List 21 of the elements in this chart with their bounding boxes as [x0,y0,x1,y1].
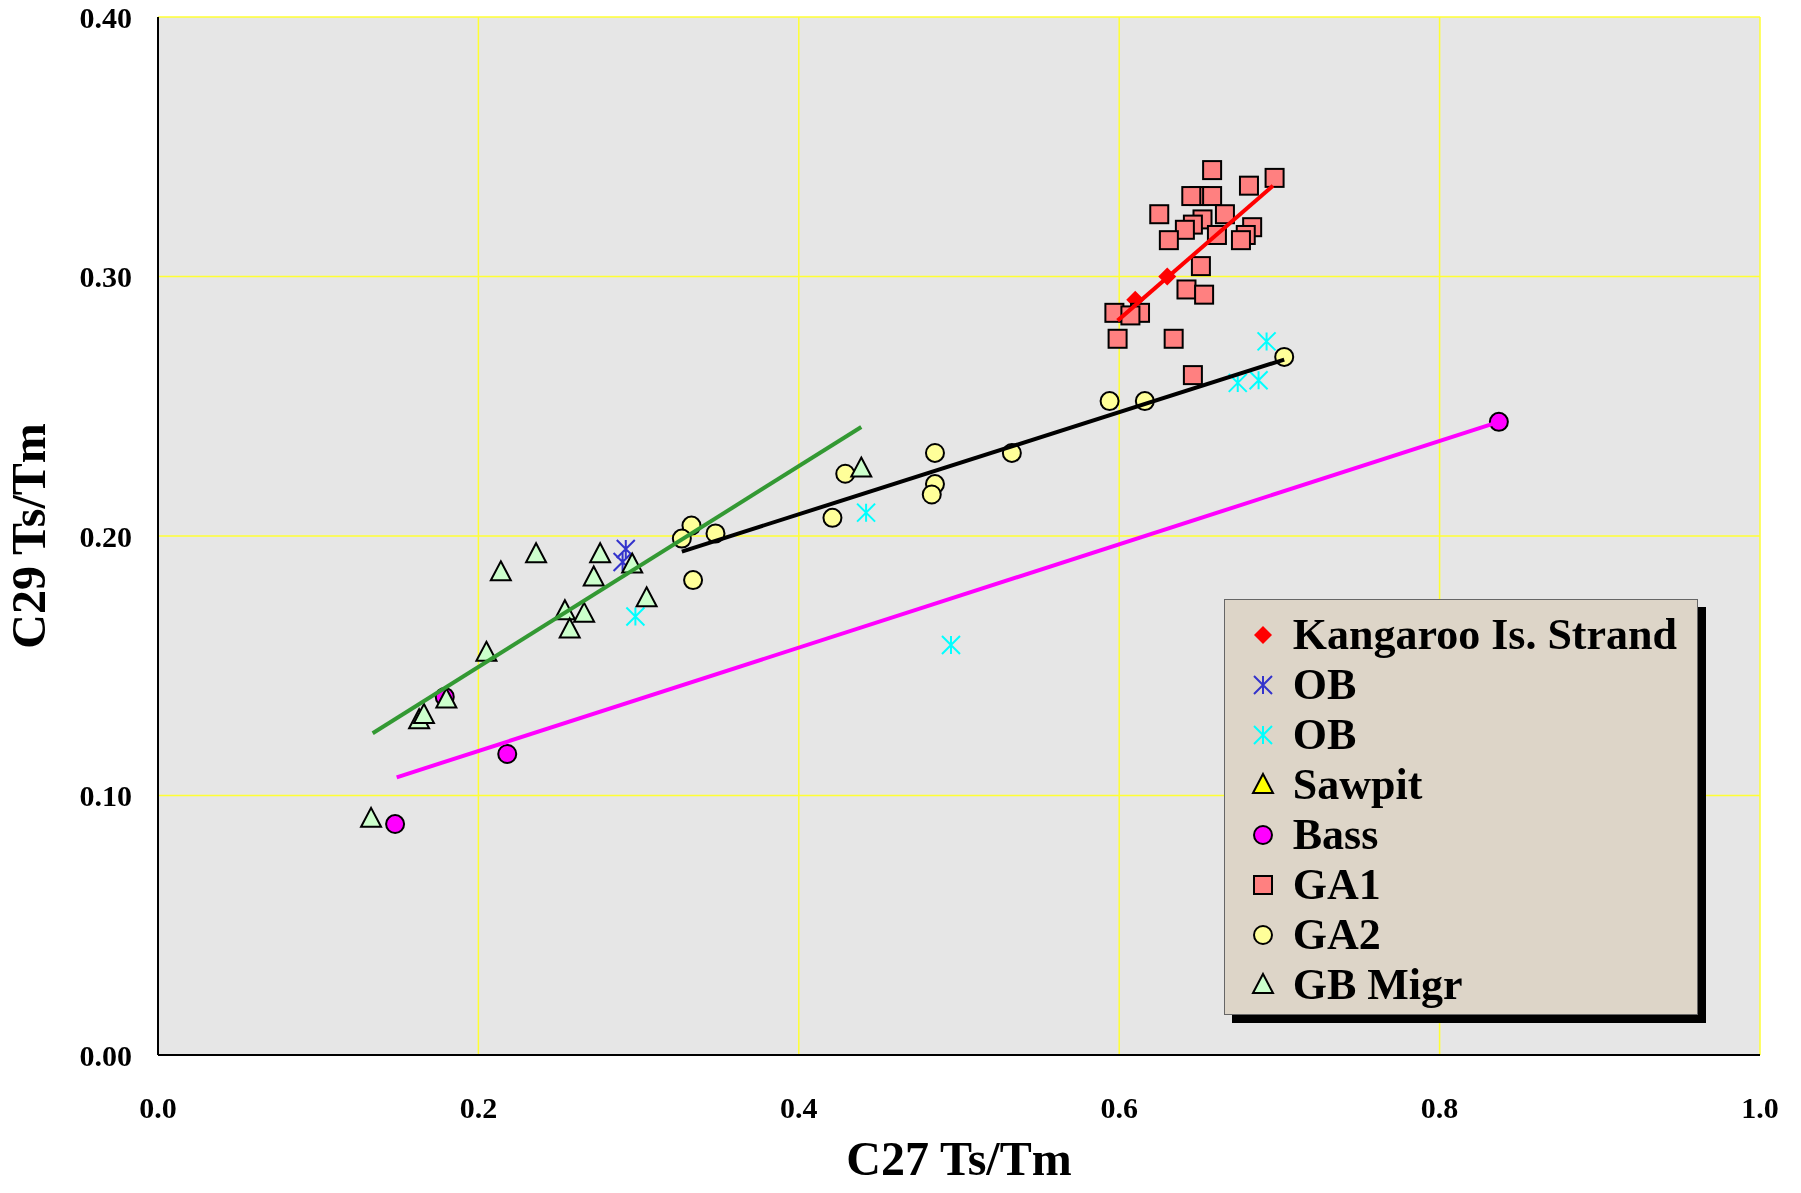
x-tick-label: 0.6 [1100,1091,1138,1125]
y-axis-title: C29 Ts/Tm [2,423,56,649]
legend-label: OB [1292,660,1357,710]
legend-label: GB Migr [1292,960,1463,1010]
y-tick-label: 0.10 [79,779,132,813]
x-axis-title: C27 Ts/Tm [846,1132,1072,1185]
y-tick-label: 0.20 [79,519,132,553]
y-tick-label: 0.30 [79,260,132,294]
legend-label: OB [1292,710,1357,760]
legend-label: GA2 [1292,910,1381,960]
legend-label: Kangaroo Is. Strand [1292,610,1677,660]
legend-label: GA1 [1292,860,1381,910]
x-tick-label: 1.0 [1741,1091,1779,1125]
legend-label: Bass [1292,810,1379,860]
x-tick-label: 0.2 [459,1091,498,1125]
x-tick-label: 0.4 [780,1091,818,1125]
y-tick-label: 0.40 [79,0,132,34]
x-tick-label: 0.8 [1420,1091,1459,1125]
y-tick-label: 0.00 [79,1038,132,1072]
legend-label: Sawpit [1292,760,1423,810]
x-tick-label: 0.0 [139,1091,177,1125]
